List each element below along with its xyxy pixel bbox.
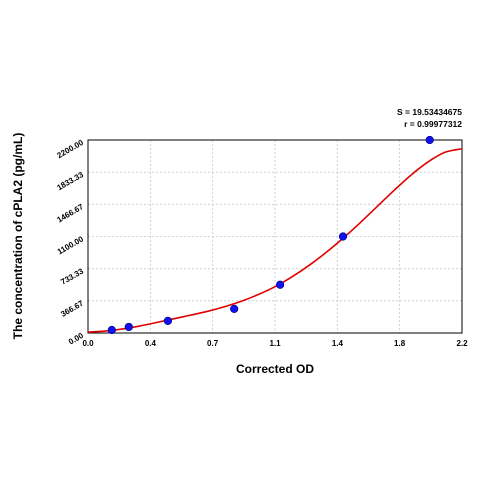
y-tick-label: 366.67 xyxy=(59,298,85,318)
x-tick-labels: 0.0 0.4 0.7 1.1 1.4 1.8 2.2 xyxy=(82,339,468,348)
y-tick-label: 2200.00 xyxy=(55,138,85,161)
y-tick-label: 1100.00 xyxy=(56,234,86,256)
data-point xyxy=(276,280,285,289)
y-tick-labels: 0.00366.67733.331100.001466.671833.33220… xyxy=(55,138,85,347)
data-point xyxy=(107,325,116,335)
data-point xyxy=(425,135,434,145)
x-tick-label: 1.4 xyxy=(332,339,344,348)
stat-r: r = 0.99977312 xyxy=(404,119,462,129)
y-tick-label: 1833.33 xyxy=(55,170,85,193)
y-tick-label: 733.33 xyxy=(59,266,85,286)
data-point xyxy=(230,304,239,313)
plot-frame xyxy=(87,139,463,334)
y-tick-label: 1466.67 xyxy=(55,202,85,225)
data-point xyxy=(163,316,172,325)
data-points xyxy=(107,135,434,335)
y-axis-label: The concentration of cPLA2 (pg/mL) xyxy=(11,133,25,340)
x-tick-label: 2.2 xyxy=(456,339,468,348)
x-tick-label: 0.7 xyxy=(207,339,219,348)
x-tick-label: 0.0 xyxy=(82,339,94,348)
grid xyxy=(87,139,463,334)
data-point xyxy=(338,232,348,241)
x-tick-label: 1.1 xyxy=(269,339,281,348)
x-tick-label: 1.8 xyxy=(394,339,406,348)
x-tick-label: 0.4 xyxy=(145,339,157,348)
data-point xyxy=(124,322,133,332)
x-axis-label: Corrected OD xyxy=(236,362,314,376)
stat-s: S = 19.53434675 xyxy=(397,107,462,117)
fit-curve xyxy=(87,147,463,333)
